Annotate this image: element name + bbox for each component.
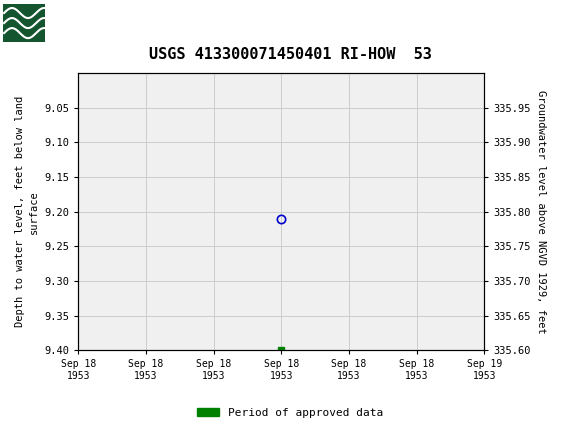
Legend: Period of approved data: Period of approved data xyxy=(193,403,387,422)
Y-axis label: Depth to water level, feet below land
surface: Depth to water level, feet below land su… xyxy=(14,96,39,327)
Text: USGS: USGS xyxy=(52,13,116,33)
Text: USGS 413300071450401 RI-HOW  53: USGS 413300071450401 RI-HOW 53 xyxy=(148,47,432,62)
FancyBboxPatch shape xyxy=(3,4,45,42)
Y-axis label: Groundwater level above NGVD 1929, feet: Groundwater level above NGVD 1929, feet xyxy=(536,90,546,334)
